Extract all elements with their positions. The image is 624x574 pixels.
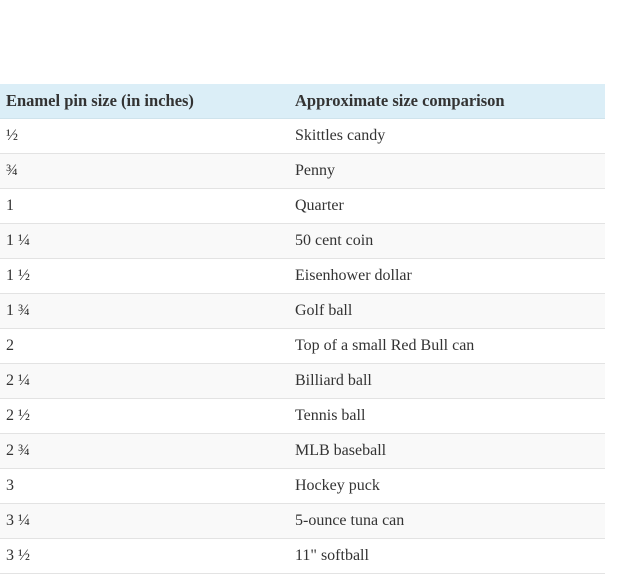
size-cell: 2 ¾ [0,433,295,469]
comparison-cell: 50 cent coin [295,223,605,259]
table-header: Enamel pin size (in inches) Approximate s… [0,84,605,119]
size-cell: 3 ¼ [0,503,295,539]
size-cell: 1 ¼ [0,223,295,259]
size-cell: ½ [0,118,295,154]
comparison-cell: 5-ounce tuna can [295,503,605,539]
table-row: 3 ½ 11" softball [0,538,605,574]
table-row: 1 ¾ Golf ball [0,293,605,329]
table-row: 2 ¼ Billiard ball [0,363,605,399]
size-cell: 1 ½ [0,258,295,294]
comparison-cell: Billiard ball [295,363,605,399]
comparison-cell: 11" softball [295,538,605,574]
size-cell: ¾ [0,153,295,189]
table-row: 3 Hockey puck [0,468,605,504]
comparison-cell: MLB baseball [295,433,605,469]
table-row: 2 Top of a small Red Bull can [0,328,605,364]
comparison-cell: Golf ball [295,293,605,329]
header-cell: Enamel pin size (in inches) [0,84,295,119]
table-row: 3 ¼ 5-ounce tuna can [0,503,605,539]
header-row: Enamel pin size (in inches) Approximate s… [0,84,605,119]
table-body: ½ Skittles candy ¾ Penny 1 Quarter 1 ¼ 50 cent … [0,118,605,574]
comparison-cell: Tennis ball [295,398,605,434]
comparison-cell: Quarter [295,188,605,224]
comparison-cell: Penny [295,153,605,189]
size-cell: 2 ¼ [0,363,295,399]
comparison-cell: Eisenhower dollar [295,258,605,294]
comparison-cell: Skittles candy [295,118,605,154]
size-cell: 1 ¾ [0,293,295,329]
table-row: ½ Skittles candy [0,118,605,154]
table-container: Enamel pin size (in inches) Approximate s… [0,84,605,574]
page: Enamel pin size (in inches) Approximate s… [0,84,605,574]
size-cell: 1 [0,188,295,224]
comparison-cell: Top of a small Red Bull can [295,328,605,364]
table-row: 2 ½ Tennis ball [0,398,605,434]
comparison-cell: Hockey puck [295,468,605,504]
size-cell: 3 ½ [0,538,295,574]
table-row: 1 ½ Eisenhower dollar [0,258,605,294]
header-cell: Approximate size comparison [295,84,605,119]
size-cell: 2 [0,328,295,364]
size-cell: 2 ½ [0,398,295,434]
size-table: Enamel pin size (in inches) Approximate s… [0,84,605,574]
table-row: 1 ¼ 50 cent coin [0,223,605,259]
table-row: ¾ Penny [0,153,605,189]
size-cell: 3 [0,468,295,504]
table-row: 2 ¾ MLB baseball [0,433,605,469]
table-row: 1 Quarter [0,188,605,224]
